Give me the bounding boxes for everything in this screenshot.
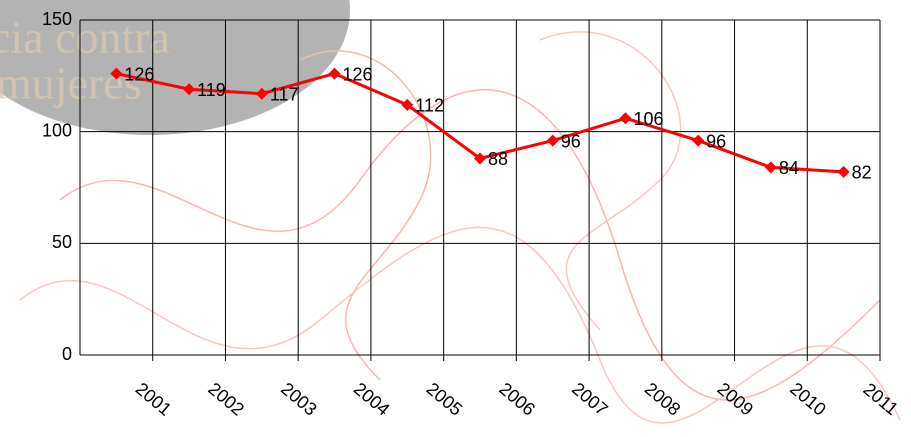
data-label: 126 [124, 64, 154, 84]
marker [619, 112, 631, 124]
x-tick-label: 2002 [204, 379, 248, 420]
x-tick-label: 2007 [568, 379, 612, 420]
marker [765, 161, 777, 173]
x-tick-label: 2009 [714, 379, 758, 420]
data-label: 119 [197, 80, 226, 100]
data-label: 126 [343, 64, 373, 84]
x-tick-label: 2001 [132, 379, 176, 420]
x-tick-label: 2003 [277, 379, 321, 420]
chart: cia contra mujeres 0 50 100 150 2001 2002 2003… [0, 0, 911, 437]
y-tick-label: 100 [42, 120, 72, 140]
marker [547, 135, 559, 147]
data-label: 106 [633, 109, 663, 129]
x-tick-label: 2008 [641, 379, 685, 420]
data-label: 82 [852, 163, 872, 183]
x-tick-label: 2004 [350, 379, 394, 420]
data-label: 88 [488, 149, 508, 169]
x-tick-label: 2011 [860, 379, 903, 419]
y-tick-label: 0 [62, 344, 72, 364]
data-label: 96 [561, 131, 581, 151]
y-tick-label: 50 [52, 232, 72, 252]
x-tick-label: 2010 [786, 379, 830, 420]
marker [692, 135, 704, 147]
x-tick-label: 2005 [423, 379, 467, 420]
background-text: cia contra [0, 12, 170, 63]
y-tick-label: 150 [42, 9, 72, 29]
x-tick-label: 2006 [495, 379, 539, 420]
data-label: 96 [706, 131, 726, 151]
data-label: 84 [779, 158, 799, 178]
data-label: 112 [415, 96, 444, 116]
data-label: 117 [270, 84, 299, 104]
marker [329, 68, 341, 80]
background-text: mujeres [0, 58, 142, 109]
marker [838, 166, 850, 178]
